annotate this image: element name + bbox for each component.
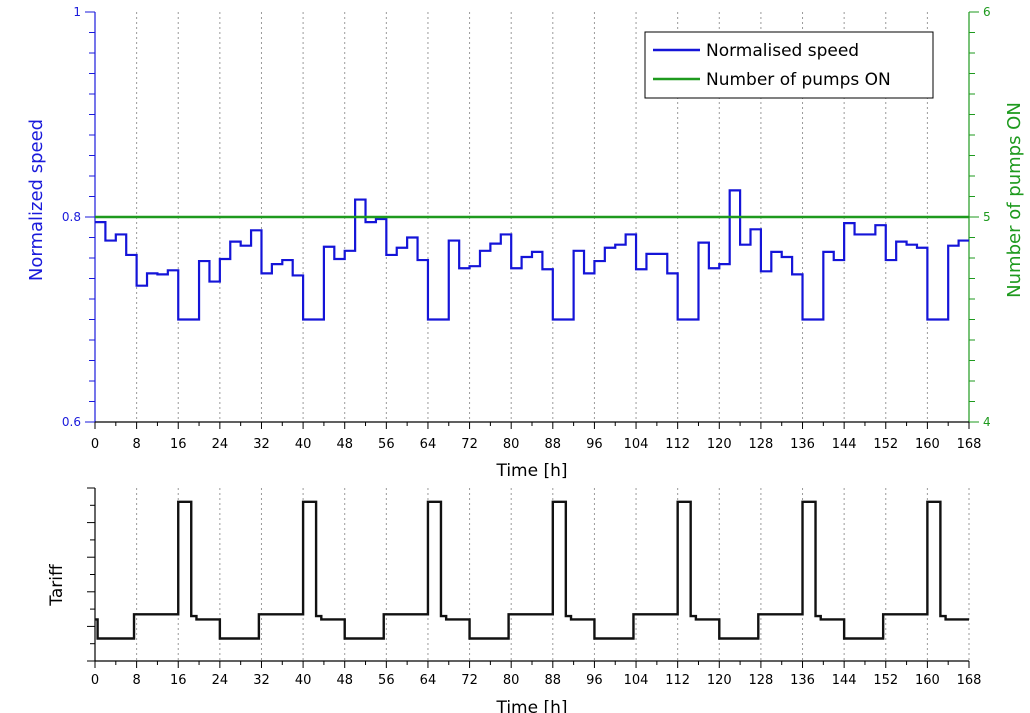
bottom-x-tick-label: 136	[790, 673, 815, 688]
bottom-x-tick-label: 72	[461, 673, 478, 688]
top-x-tick-label: 56	[378, 437, 395, 452]
top-x-tick-label: 32	[253, 437, 270, 452]
legend: Normalised speed Number of pumps ON	[644, 31, 934, 99]
bottom-x-ticks: 0 8 16 24 32 40 48 56 64 72 80 88 96 104 112 120 128 136 1…	[91, 661, 982, 688]
top-y2-tick-label: 6	[983, 5, 991, 19]
bottom-x-tick-label: 104	[624, 673, 649, 688]
top-x-tick-label: 136	[790, 437, 815, 452]
bottom-x-tick-label: 0	[91, 673, 99, 688]
top-x-tick-label: 120	[707, 437, 732, 452]
legend-label-speed: Normalised speed	[706, 41, 859, 61]
bottom-x-tick-label: 152	[873, 673, 898, 688]
bottom-series	[95, 500, 969, 640]
top-y-tick-label: 0.6	[62, 415, 81, 429]
top-left-ticks: 0.6 0.8 1	[62, 5, 95, 429]
bottom-x-tick-label: 160	[915, 673, 940, 688]
bottom-x-tick-label: 96	[586, 673, 603, 688]
legend-box	[644, 31, 934, 99]
bottom-y-axis-label: Tariff	[47, 563, 67, 607]
bottom-x-tick-label: 40	[295, 673, 312, 688]
top-x-tick-label: 152	[873, 437, 898, 452]
bottom-x-axis-label: Time [h]	[495, 698, 567, 713]
top-y-tick-label: 1	[73, 5, 81, 19]
top-x-tick-label: 96	[586, 437, 603, 452]
bottom-x-tick-label: 144	[832, 673, 857, 688]
bottom-x-tick-label: 168	[957, 673, 982, 688]
top-x-tick-label: 168	[957, 437, 982, 452]
top-x-tick-label: 144	[832, 437, 857, 452]
top-x-tick-label: 8	[132, 437, 140, 452]
top-x-tick-label: 72	[461, 437, 478, 452]
bottom-x-tick-label: 24	[212, 673, 229, 688]
top-y2-tick-label: 5	[983, 210, 991, 224]
top-series	[95, 189, 969, 321]
top-x-tick-label: 88	[545, 437, 562, 452]
bottom-x-tick-label: 120	[707, 673, 732, 688]
top-x-tick-label: 112	[665, 437, 690, 452]
bottom-x-tick-label: 128	[748, 673, 773, 688]
bottom-x-tick-label: 64	[420, 673, 437, 688]
top-x-tick-label: 0	[91, 437, 99, 452]
top-x-tick-label: 24	[212, 437, 229, 452]
top-y2-axis-label: Number of pumps ON	[1004, 102, 1025, 298]
top-right-ticks: 4 5 6	[969, 5, 991, 429]
bottom-x-tick-label: 112	[665, 673, 690, 688]
bottom-x-tick-label: 56	[378, 673, 395, 688]
top-y-tick-label: 0.8	[62, 210, 81, 224]
bottom-x-tick-label: 48	[336, 673, 353, 688]
bottom-x-tick-label: 8	[132, 673, 140, 688]
series-tariff	[95, 500, 969, 640]
bottom-x-tick-label: 88	[545, 673, 562, 688]
series-normalised-speed	[95, 189, 969, 321]
bottom-x-tick-label: 32	[253, 673, 270, 688]
top-x-tick-label: 80	[503, 437, 520, 452]
top-x-tick-label: 48	[336, 437, 353, 452]
top-x-tick-label: 16	[170, 437, 187, 452]
top-x-tick-label: 64	[420, 437, 437, 452]
top-x-tick-label: 160	[915, 437, 940, 452]
top-x-tick-label: 128	[748, 437, 773, 452]
legend-label-pumps: Number of pumps ON	[706, 70, 891, 90]
top-y2-tick-label: 4	[983, 415, 991, 429]
bottom-x-tick-label: 16	[170, 673, 187, 688]
top-x-axis-label: Time [h]	[495, 461, 567, 481]
bottom-x-tick-label: 80	[503, 673, 520, 688]
top-x-tick-label: 104	[624, 437, 649, 452]
top-x-ticks: 0 8 16 24 32 40 48 56 64 72 80 88 96 104 112 120 128 136 1…	[91, 422, 982, 452]
bottom-left-ticks	[87, 487, 95, 662]
top-x-tick-label: 40	[295, 437, 312, 452]
top-y-axis-label: Normalized speed	[26, 119, 47, 281]
